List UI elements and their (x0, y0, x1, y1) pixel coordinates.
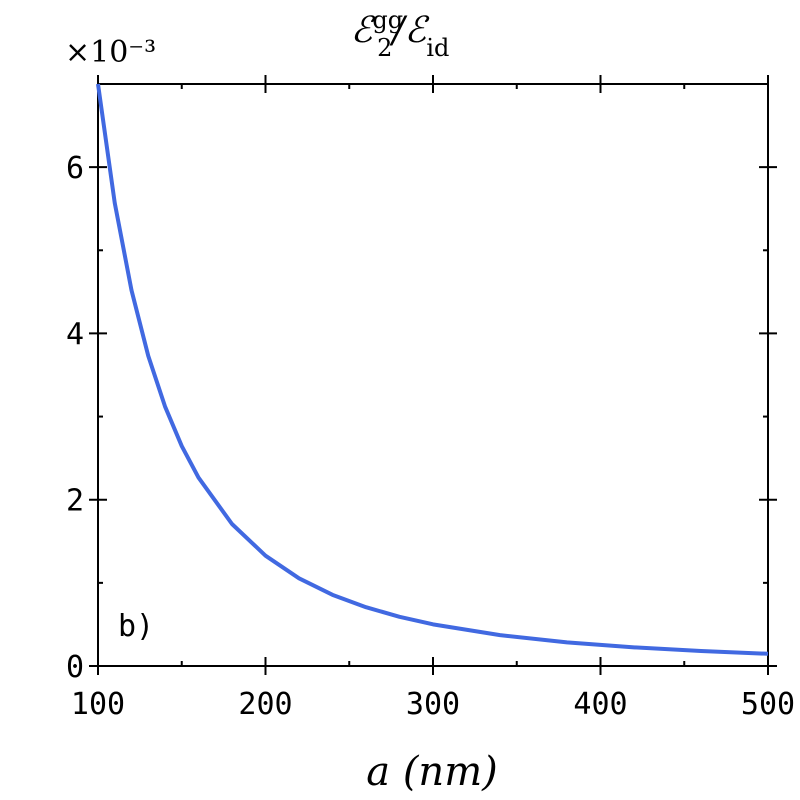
title-part: /ℰ (389, 10, 429, 51)
x-tick-label: 100 (71, 687, 125, 722)
x-axis-label: a (nm) (366, 749, 497, 795)
data-line (96, 83, 769, 656)
title-part: id (426, 34, 449, 62)
title-part: ℰ (351, 10, 376, 51)
x-tick-label: 400 (573, 687, 627, 722)
chart-title: ℰgg 2/ℰid (351, 6, 450, 62)
y-tick-label: 4 (66, 317, 84, 352)
y-tick-label: 6 (66, 151, 84, 186)
annotation: b) (118, 609, 154, 644)
title-part: 2 (377, 34, 392, 62)
y-tick-label: 0 (66, 650, 84, 685)
x-tick-label: 500 (741, 687, 795, 722)
title-part: gg (372, 6, 403, 34)
x-tick-label: 200 (238, 687, 292, 722)
y-offset-label: ×10⁻³ (65, 35, 156, 70)
plot-frame (97, 83, 769, 667)
x-tick-label: 300 (406, 687, 460, 722)
y-tick-label: 2 (66, 484, 84, 519)
